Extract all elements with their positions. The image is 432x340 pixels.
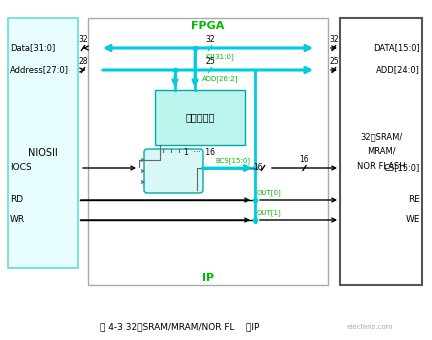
Text: 25: 25 (205, 57, 215, 66)
Text: 32位SRAM/
MRAM/
NOR FLASH: 32位SRAM/ MRAM/ NOR FLASH (357, 132, 405, 171)
Text: OUT[0]: OUT[0] (257, 189, 282, 196)
Text: FPGA: FPGA (191, 21, 225, 31)
Bar (88, 18, 328, 285)
Text: NIOSII: NIOSII (28, 148, 58, 158)
Text: IOCS: IOCS (10, 164, 32, 172)
Text: CS[15:0]: CS[15:0] (384, 164, 420, 172)
Text: 16: 16 (300, 155, 309, 164)
Text: 32: 32 (78, 35, 88, 44)
Text: BCS[15:0]: BCS[15:0] (215, 157, 250, 164)
Text: 25: 25 (329, 57, 339, 66)
Text: 片选寄存器: 片选寄存器 (185, 113, 215, 122)
Text: 32: 32 (329, 35, 339, 44)
Text: 28: 28 (78, 57, 88, 66)
Text: 32: 32 (205, 35, 215, 44)
Text: ADD[26:2]: ADD[26:2] (202, 75, 238, 82)
Text: 16: 16 (253, 164, 263, 172)
Text: OUT[1]: OUT[1] (257, 209, 282, 216)
Text: elecfans.com: elecfans.com (347, 324, 393, 330)
Text: Address[27:0]: Address[27:0] (10, 66, 69, 74)
Text: ADD[24:0]: ADD[24:0] (376, 66, 420, 74)
Text: IO[31:0]: IO[31:0] (206, 53, 235, 60)
Text: 1  ···  16: 1 ··· 16 (184, 148, 216, 157)
Bar (340, 18, 422, 285)
Text: Data[31:0]: Data[31:0] (10, 44, 55, 52)
Text: DATA[15:0]: DATA[15:0] (373, 44, 420, 52)
Text: RE: RE (408, 195, 420, 204)
FancyBboxPatch shape (144, 149, 203, 193)
Bar (155, 90, 245, 145)
Text: WE: WE (406, 216, 420, 224)
Text: IP: IP (202, 273, 214, 283)
Bar (8, 18, 78, 268)
Text: 图 4-3 32位SRAM/MRAM/NOR FL    口IP: 图 4-3 32位SRAM/MRAM/NOR FL 口IP (100, 323, 260, 332)
Text: WR: WR (10, 216, 25, 224)
Text: RD: RD (10, 195, 23, 204)
